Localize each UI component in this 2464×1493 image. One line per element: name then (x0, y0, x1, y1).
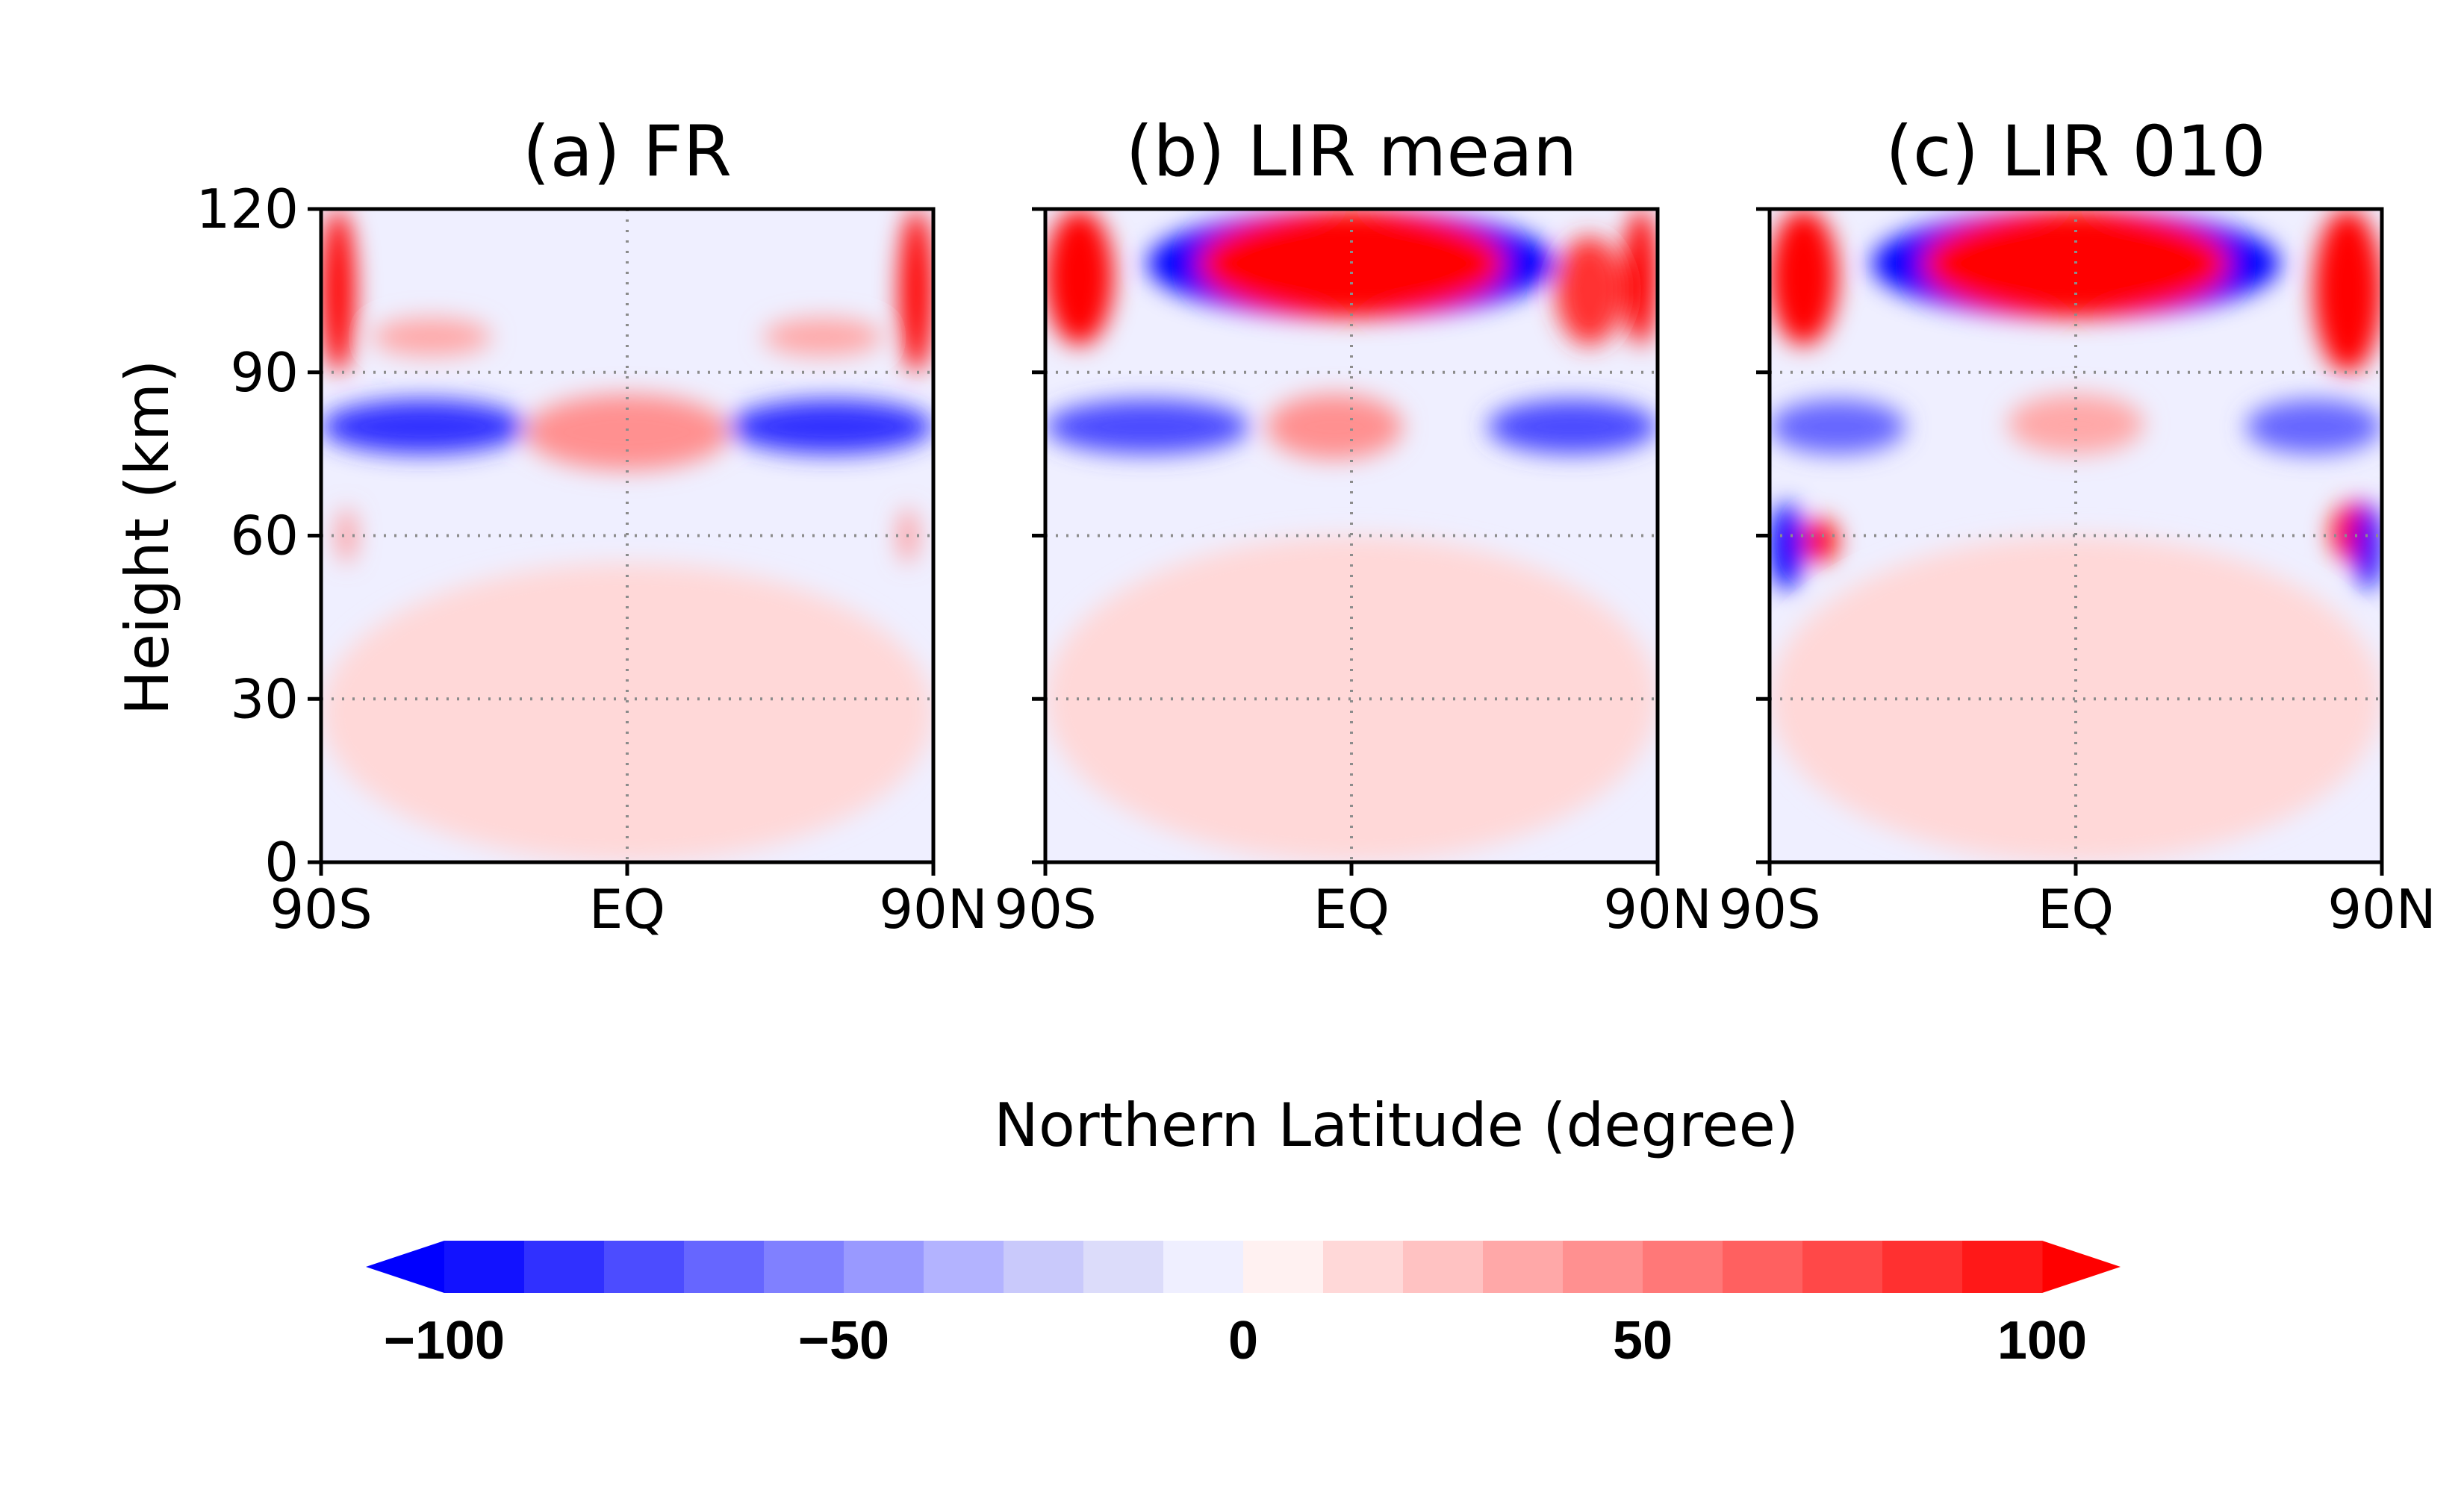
colorbar-swatch (1723, 1241, 1803, 1293)
colorbar-under-arrow (366, 1241, 444, 1293)
panel-c-xticks: 90S EQ 90N (1718, 862, 2436, 941)
y-tick-label: 0 (264, 831, 299, 894)
panel-a-gridlines (321, 209, 933, 862)
panel-a-region-4 (321, 399, 526, 455)
colorbar-swatch (1882, 1241, 1963, 1293)
x-tick-label: EQ (2038, 878, 2114, 941)
panel-a-region-0 (321, 209, 355, 373)
panel-c-region-8 (1803, 519, 1838, 563)
x-tick-label: EQ (589, 878, 665, 941)
colorbar-tick-label: 50 (1613, 1311, 1673, 1371)
panel-b-field (1045, 209, 1658, 862)
x-tick-label: 90S (270, 878, 372, 941)
panel-c-field (1770, 209, 2382, 862)
x-tick-label: 90N (1603, 878, 1711, 941)
panel-a-xticks: 90S EQ 90N (270, 862, 988, 941)
panel-b-yticks (1032, 207, 1045, 864)
colorbar-swatch (1403, 1241, 1484, 1293)
panel-b: (b) LIR mean 90S EQ 90N (994, 111, 1711, 941)
panel-a-region-7 (337, 508, 355, 563)
panel-b-region-4 (1623, 209, 1658, 346)
panel-a-region-6 (525, 393, 729, 470)
panel-b-region-0 (1045, 209, 1114, 346)
panel-c-region-0 (1770, 209, 1838, 346)
panel-a: (a) FR 0 30 60 90 120 90S EQ 90N (196, 111, 988, 941)
colorbar-tick-label: 0 (1228, 1311, 1258, 1371)
y-axis-label: Height (km) (113, 360, 182, 716)
colorbar-swatch (1802, 1241, 1883, 1293)
colorbar-swatch (1962, 1241, 2043, 1293)
panel-a-region-2 (372, 317, 491, 356)
colorbar-swatch (1483, 1241, 1564, 1293)
panel-c-region-4 (1770, 399, 1906, 455)
panel-c-yticks (1756, 207, 1770, 864)
colorbar-swatch (684, 1241, 765, 1293)
panel-a-region-5 (729, 399, 933, 455)
panel-a-yticks: 0 30 60 90 120 (196, 178, 321, 894)
colorbar-swatch (1004, 1241, 1084, 1293)
x-tick-label: EQ (1313, 878, 1390, 941)
colorbar-tick-label: 100 (1997, 1311, 2087, 1371)
x-tick-label: 90S (1718, 878, 1820, 941)
panel-b-xticks: 90S EQ 90N (994, 862, 1712, 941)
x-tick-label: 90S (994, 878, 1096, 941)
colorbar-swatch (764, 1241, 844, 1293)
x-tick-label: 90N (879, 878, 987, 941)
panel-b-region-8 (1045, 535, 1658, 862)
y-tick-label: 30 (230, 667, 299, 730)
colorbar-swatch (1243, 1241, 1324, 1293)
colorbar-swatch (1323, 1241, 1404, 1293)
panel-c-region-5 (2245, 399, 2382, 455)
panel-b-region-5 (1045, 399, 1250, 455)
panel-b-region-7 (1266, 393, 1403, 460)
panel-b-region-6 (1487, 399, 1658, 455)
colorbar-swatch (1163, 1241, 1244, 1293)
colorbar-swatch (444, 1241, 525, 1293)
panel-b-gridlines (1045, 209, 1658, 862)
panel-a-title: (a) FR (523, 111, 732, 193)
colorbar-swatch (604, 1241, 685, 1293)
panel-c-title: (c) LIR 010 (1885, 111, 2266, 193)
panel-a-region-1 (899, 209, 933, 373)
colorbar-over-arrow (2042, 1241, 2121, 1293)
colorbar-swatch (844, 1241, 924, 1293)
colorbar-tick-label: −50 (798, 1311, 889, 1371)
panel-a-region-3 (763, 317, 883, 356)
colorbar-tick-label: −100 (384, 1311, 505, 1371)
panel-c-region-3 (2313, 209, 2382, 373)
panel-b-title: (b) LIR mean (1126, 111, 1578, 193)
panel-c-region-11 (1770, 535, 2382, 862)
y-tick-label: 90 (230, 341, 299, 404)
colorbar-swatch (1643, 1241, 1723, 1293)
colorbar-swatch (924, 1241, 1004, 1293)
panel-c-region-6 (2007, 393, 2144, 455)
panel-c-gridlines (1770, 209, 2382, 862)
colorbar-swatch (524, 1241, 605, 1293)
y-tick-label: 120 (196, 178, 299, 240)
colorbar-swatch (1083, 1241, 1164, 1293)
panel-b-region-3 (1555, 236, 1624, 346)
x-axis-label: Northern Latitude (degree) (994, 1091, 1799, 1160)
panel-c-region-10 (2354, 502, 2382, 590)
y-tick-label: 60 (230, 505, 299, 567)
colorbar-swatch (1563, 1241, 1643, 1293)
x-tick-label: 90N (2327, 878, 2436, 941)
panel-c: (c) LIR 010 90S EQ 90N (1718, 111, 2436, 941)
panel-c-region-7 (1770, 502, 1804, 590)
colorbar: −100 −50 0 50 100 (366, 1241, 2121, 1371)
panel-a-field (321, 209, 933, 862)
